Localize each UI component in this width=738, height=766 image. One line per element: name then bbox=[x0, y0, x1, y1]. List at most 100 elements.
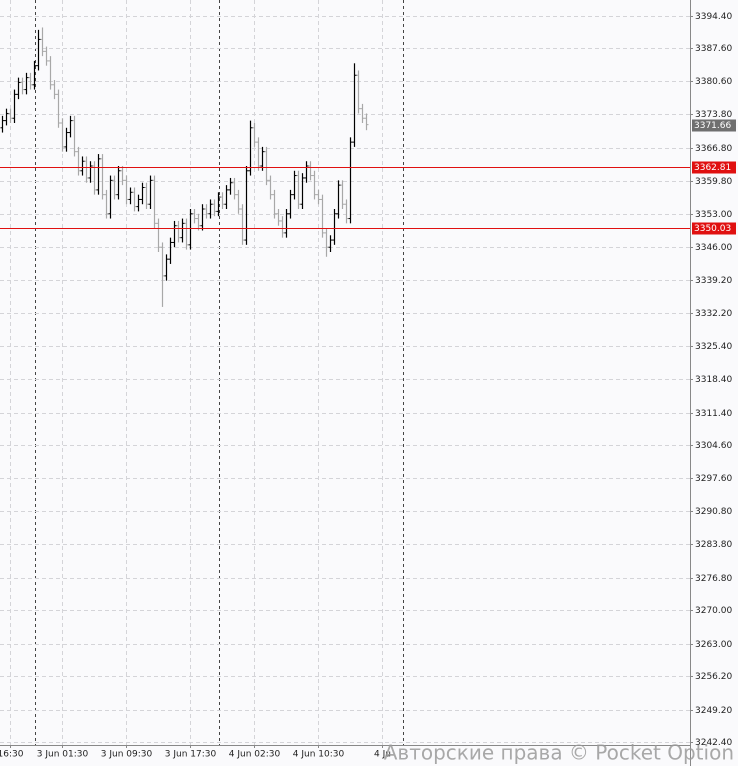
ohlc-bar bbox=[64, 127, 69, 152]
y-tick-label: 3380.60 bbox=[695, 77, 732, 87]
ohlc-bar bbox=[236, 189, 241, 214]
ohlc-bar bbox=[184, 218, 189, 250]
ohlc-bar bbox=[296, 170, 301, 210]
y-tick-label: 3359.80 bbox=[695, 177, 732, 187]
y-tick-label: 3353.00 bbox=[695, 210, 732, 220]
ohlc-bar bbox=[44, 46, 49, 66]
ohlc-bar bbox=[76, 146, 81, 176]
ohlc-bar bbox=[260, 146, 265, 171]
y-tick-label: 3242.40 bbox=[695, 738, 732, 748]
ohlc-bar bbox=[288, 189, 293, 219]
ohlc-bar bbox=[292, 170, 297, 200]
y-tick-label: 3304.60 bbox=[695, 441, 732, 451]
ohlc-bar bbox=[308, 161, 313, 181]
y-tick-label: 3394.40 bbox=[695, 12, 732, 22]
x-tick-label: 4 Jun 10:30 bbox=[293, 750, 345, 760]
y-tick-label: 3283.80 bbox=[695, 540, 732, 550]
x-tick-label: 16:30 bbox=[0, 750, 24, 760]
ohlc-bar bbox=[32, 60, 37, 90]
ohlc-bar bbox=[240, 204, 245, 245]
ohlc-bar bbox=[24, 72, 29, 95]
ohlc-bar bbox=[112, 175, 117, 200]
ohlc-bar bbox=[136, 194, 141, 212]
last-price-label: 3371.66 bbox=[694, 121, 731, 131]
ohlc-bar bbox=[144, 182, 149, 210]
ohlc-bar bbox=[116, 166, 121, 200]
y-tick-label: 3332.20 bbox=[695, 309, 732, 319]
ohlc-bar bbox=[156, 218, 161, 252]
y-tick-label: 3270.00 bbox=[695, 606, 732, 616]
ohlc-bar bbox=[300, 173, 305, 210]
level-label: 3362.81 bbox=[694, 163, 731, 173]
last-price-box bbox=[692, 119, 736, 132]
ohlc-bar bbox=[0, 115, 5, 133]
x-tick-label: 4 Jun 02:30 bbox=[229, 750, 281, 760]
ohlc-bar bbox=[224, 185, 229, 210]
ohlc-bar bbox=[264, 146, 269, 186]
ohlc-bar bbox=[160, 242, 165, 307]
ohlc-bar bbox=[344, 199, 349, 224]
x-tick-label: 3 Jun 01:30 bbox=[37, 750, 89, 760]
ohlc-bar bbox=[180, 218, 185, 243]
ohlc-bar bbox=[204, 204, 209, 219]
y-tick-label: 3290.80 bbox=[695, 507, 732, 517]
ohlc-bar bbox=[20, 77, 25, 95]
ohlc-bar bbox=[68, 115, 73, 138]
watermark: Авторские права © Pocket Option bbox=[384, 741, 734, 765]
ohlc-bar bbox=[212, 199, 217, 217]
ohlc-bar bbox=[352, 63, 357, 147]
ohlc-bar bbox=[320, 194, 325, 238]
ohlc-bar bbox=[312, 170, 317, 200]
ohlc-bar bbox=[192, 209, 197, 224]
ohlc-bar bbox=[80, 156, 85, 176]
ohlc-bar bbox=[196, 213, 201, 231]
ohlc-bar bbox=[316, 189, 321, 205]
ohlc-bar bbox=[168, 237, 173, 264]
ohlc-bar bbox=[104, 189, 109, 219]
ohlc-bar bbox=[356, 70, 361, 114]
level-label-box bbox=[692, 161, 736, 174]
ohlc-bar bbox=[84, 156, 89, 183]
y-tick-label: 3387.60 bbox=[695, 44, 732, 54]
ohlc-bar bbox=[340, 180, 345, 210]
ohlc-bar bbox=[40, 27, 45, 57]
ohlc-bar bbox=[128, 187, 133, 205]
ohlc-bar bbox=[60, 118, 65, 152]
y-tick-label: 3276.80 bbox=[695, 574, 732, 584]
ohlc-bar bbox=[324, 228, 329, 257]
ohlc-bar bbox=[12, 89, 17, 124]
ohlc-bar bbox=[52, 80, 57, 100]
level-label-box bbox=[692, 222, 736, 235]
ohlc-bar bbox=[228, 177, 233, 195]
ohlc-bar bbox=[360, 103, 365, 124]
y-tick-label: 3373.80 bbox=[695, 110, 732, 120]
ohlc-bar bbox=[108, 175, 113, 219]
y-tick-label: 3297.60 bbox=[695, 474, 732, 484]
ohlc-bar bbox=[96, 154, 101, 195]
level-label: 3350.03 bbox=[694, 224, 731, 234]
ohlc-bar bbox=[276, 209, 281, 226]
ohlc-bar bbox=[120, 166, 125, 186]
ohlc-bar bbox=[364, 113, 369, 131]
y-tick-label: 3318.40 bbox=[695, 375, 732, 385]
ohlc-bar bbox=[88, 161, 93, 183]
x-tick-label: 4 Ju bbox=[374, 750, 391, 760]
ohlc-bar bbox=[252, 123, 257, 147]
ohlc-bar bbox=[72, 115, 77, 157]
ohlc-bar bbox=[244, 166, 249, 245]
y-tick-label: 3339.20 bbox=[695, 276, 732, 286]
ohlc-bar bbox=[188, 209, 193, 250]
ohlc-bar bbox=[284, 209, 289, 238]
ohlc-bar bbox=[100, 154, 105, 200]
ohlc-bar bbox=[280, 216, 285, 238]
ohlc-bar bbox=[248, 120, 253, 176]
ohlc-bar bbox=[124, 175, 129, 205]
ohlc-bar bbox=[148, 175, 153, 210]
ohlc-bar bbox=[56, 89, 61, 128]
y-tick-label: 3249.20 bbox=[695, 706, 732, 716]
ohlc-bar bbox=[272, 189, 277, 219]
y-tick-label: 3366.80 bbox=[695, 144, 732, 154]
ohlc-bar bbox=[16, 77, 21, 100]
